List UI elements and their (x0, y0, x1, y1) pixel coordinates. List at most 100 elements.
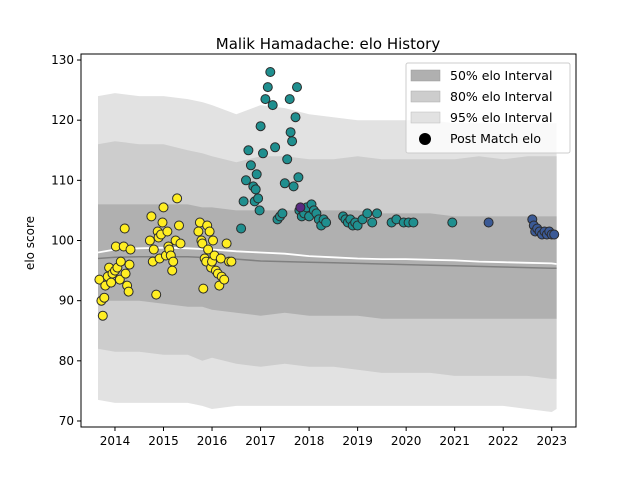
legend-swatch-80 (410, 90, 441, 103)
data-point (226, 256, 237, 267)
data-point (321, 217, 332, 228)
data-point (175, 238, 186, 249)
data-point (260, 94, 271, 105)
data-point (279, 178, 290, 189)
data-point (208, 235, 218, 246)
data-point (290, 112, 301, 123)
legend-label-95: 95% elo Interval (450, 110, 552, 125)
x-tick-label: 2021 (439, 434, 470, 448)
plot-area (94, 67, 560, 412)
x-tick-label: 2015 (148, 434, 179, 448)
data-point (250, 184, 261, 195)
data-point (292, 82, 302, 93)
data-point (172, 193, 183, 204)
data-point (367, 217, 378, 228)
data-point (125, 244, 136, 255)
legend-label-50: 50% elo Interval (450, 68, 552, 83)
data-point (549, 229, 560, 240)
data-point (408, 217, 419, 228)
x-tick-label: 2014 (100, 434, 131, 448)
data-point (146, 211, 157, 222)
data-point (253, 193, 264, 204)
data-point (204, 226, 215, 237)
y-axis-label: elo score (23, 216, 37, 270)
data-point (106, 277, 117, 288)
data-point (198, 283, 209, 294)
data-point (447, 217, 458, 228)
data-point (262, 82, 273, 93)
data-point (97, 310, 108, 321)
x-tick-label: 2018 (294, 434, 325, 448)
data-point (236, 223, 247, 234)
data-point (174, 220, 184, 231)
data-point (241, 175, 251, 186)
y-tick-label: 90 (59, 294, 74, 308)
data-point (197, 238, 208, 249)
data-point (215, 253, 226, 264)
data-point (148, 244, 159, 255)
y-tick-label: 130 (51, 53, 74, 67)
legend-swatch-50 (410, 69, 441, 82)
data-point (372, 208, 382, 219)
data-point (284, 94, 295, 105)
plot-content (94, 67, 560, 412)
data-point (123, 286, 134, 297)
data-point (120, 268, 131, 279)
data-point (193, 226, 204, 237)
data-point (288, 181, 299, 192)
data-point (255, 121, 266, 132)
data-point (115, 256, 126, 267)
x-tick-label: 2023 (536, 434, 567, 448)
data-point (293, 172, 304, 183)
y-tick-label: 80 (59, 354, 74, 368)
y-tick-label: 110 (51, 173, 74, 187)
y-tick-label: 120 (51, 113, 74, 127)
x-tick-label: 2022 (488, 434, 519, 448)
legend-label-80: 80% elo Interval (450, 89, 552, 104)
data-point (124, 259, 135, 270)
data-point (254, 205, 265, 216)
legend-frame (405, 62, 571, 154)
data-point (362, 208, 373, 219)
data-point (114, 274, 125, 285)
data-point (219, 274, 230, 285)
data-point (243, 145, 254, 156)
data-point (158, 202, 169, 213)
x-tick-label: 2017 (245, 434, 276, 448)
axes: 2014 2015 2016 2017 2018 2019 2020 2021 2022 2023… (51, 53, 577, 448)
x-tick-label: 2016 (197, 434, 228, 448)
data-point (285, 127, 296, 138)
data-point (238, 196, 249, 207)
data-point (99, 292, 110, 303)
data-point (270, 142, 281, 153)
y-tick-label: 70 (59, 414, 74, 428)
y-tick-label: 100 (51, 234, 74, 248)
legend: 50% elo Interval 80% elo Interval 95% el… (405, 62, 571, 154)
data-point (162, 226, 173, 237)
data-point (483, 217, 494, 228)
data-point (167, 265, 178, 276)
data-point (157, 217, 168, 228)
data-point (221, 238, 232, 249)
data-point (287, 136, 298, 147)
chart-title: Malik Hamadache: elo History (216, 35, 441, 53)
data-point (267, 100, 278, 111)
data-point (245, 160, 256, 171)
data-point (277, 208, 288, 219)
data-point (295, 202, 306, 213)
data-point (168, 256, 179, 267)
data-point (258, 148, 268, 159)
legend-marker-post-match (419, 133, 431, 145)
data-point (119, 223, 130, 234)
data-point (151, 289, 162, 300)
data-point (265, 67, 276, 77)
x-tick-label: 2020 (391, 434, 422, 448)
legend-swatch-95 (410, 111, 441, 124)
legend-label-post-match: Post Match elo (450, 131, 541, 146)
data-point (203, 244, 214, 255)
data-point (251, 169, 262, 180)
data-point (282, 154, 293, 165)
x-tick-label: 2019 (342, 434, 373, 448)
